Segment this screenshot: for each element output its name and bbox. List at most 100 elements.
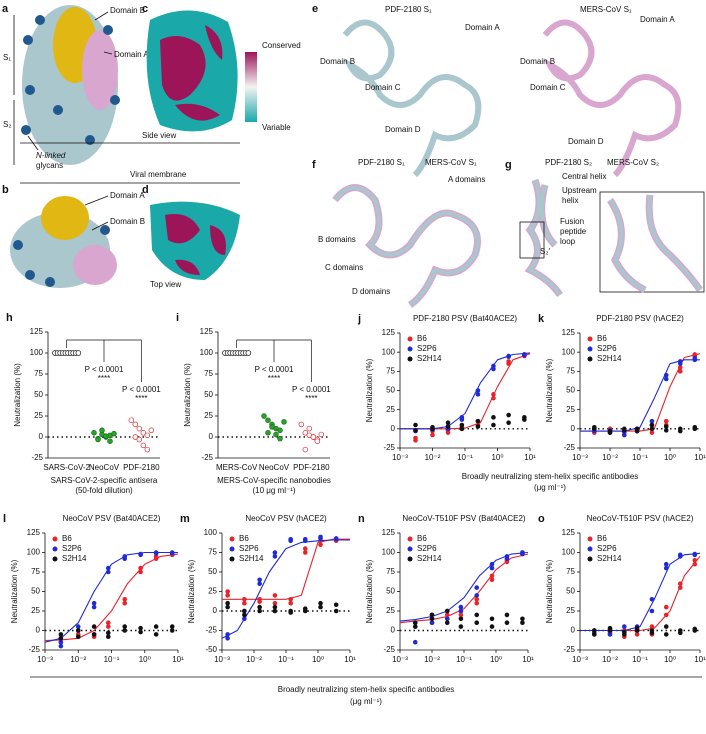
legend-label: B6 (62, 534, 72, 543)
data-point (663, 612, 669, 618)
panel-letter: h (6, 312, 13, 324)
y-tick-label: 0 (391, 626, 396, 635)
ribbon (526, 179, 562, 297)
x-tick-label: 10⁻¹ (632, 453, 648, 462)
legend-marker (587, 556, 593, 562)
data-point (288, 597, 293, 602)
x-tick-label: 10⁻² (602, 655, 618, 664)
label: Top view (150, 280, 181, 289)
x-tick-label: NeoCoV (89, 463, 120, 472)
y-tick-label: 25 (204, 411, 213, 420)
label: Upstream (562, 186, 597, 195)
data-point (522, 417, 527, 422)
data-point (257, 581, 262, 586)
data-point (318, 534, 323, 540)
x-axis-label: (10 μg ml⁻¹) (252, 486, 295, 495)
data-point (225, 600, 230, 606)
x-tick-label: 10⁻¹ (456, 655, 472, 664)
data-point (302, 538, 308, 544)
shared-x-label: (μg ml⁻¹) (534, 483, 566, 492)
panel-letter: c (142, 3, 148, 15)
data-point (520, 616, 525, 622)
ribbon (342, 19, 482, 178)
legend-label: S2P6 (239, 544, 259, 553)
data-point (458, 604, 464, 610)
fit-curve (580, 552, 701, 632)
arrow (91, 221, 109, 231)
data-point (663, 376, 669, 382)
legend-marker (587, 536, 593, 542)
data-point (144, 432, 151, 439)
data-point (663, 418, 669, 424)
data-point (649, 608, 655, 614)
data-point (302, 546, 308, 551)
panel-letter: e (312, 3, 318, 15)
x-tick-label: 10⁻¹ (457, 453, 473, 462)
data-point (592, 632, 597, 637)
x-tick-label: 10⁻¹ (632, 655, 648, 664)
data-point (413, 438, 418, 443)
data-point (58, 632, 64, 637)
y-tick-label: 25 (566, 405, 575, 414)
data-point (491, 415, 496, 420)
label: N-linked (36, 151, 66, 160)
fit-curve (221, 539, 350, 639)
data-point (265, 430, 271, 436)
legend-label: S2H14 (62, 554, 87, 563)
data-point (677, 365, 683, 370)
x-tick-label: 10¹ (694, 453, 706, 462)
legend-marker (587, 336, 593, 342)
data-point (169, 624, 175, 629)
data-point (489, 561, 495, 567)
label: Domain B (110, 217, 145, 226)
data-point (458, 612, 464, 618)
x-tick-label: 10¹ (344, 655, 356, 664)
data-point (302, 430, 309, 436)
data-point (138, 552, 143, 558)
y-tick-label: -25 (31, 453, 43, 462)
data-point (122, 624, 128, 629)
data-point (663, 604, 669, 610)
y-tick-label: 75 (386, 366, 395, 375)
y-tick-label: 100 (562, 548, 576, 557)
y-tick-label: 125 (27, 528, 41, 537)
data-point (622, 632, 627, 637)
y-axis-label: Neutralization (%) (365, 559, 374, 623)
data-point (261, 413, 267, 419)
x-tick-label: 10⁻² (70, 655, 86, 664)
y-tick-label: -25 (383, 645, 395, 654)
chart-title: PDF-2180 PSV (hACE2) (596, 314, 684, 323)
y-tick-label: 75 (204, 369, 213, 378)
data-point (677, 552, 683, 558)
x-tick-label: 10⁰ (139, 655, 151, 664)
y-tick-label: 125 (30, 327, 44, 336)
data-point (430, 432, 435, 438)
label: A domains (448, 175, 485, 184)
data-point (692, 552, 698, 558)
molecule (73, 245, 117, 285)
data-point (412, 624, 418, 629)
data-point (413, 428, 418, 433)
panel-letter: k (538, 313, 545, 325)
surface (165, 214, 226, 275)
data-point (445, 420, 451, 426)
annotation: P < 0.0001 (255, 365, 294, 374)
y-tick-label: -25 (563, 645, 575, 654)
panel-letter: l (3, 513, 6, 525)
chart-n: n NeoCoV-T510F PSV (Bat40ACE2) Neutralizat… (358, 513, 534, 664)
data-point (75, 628, 81, 633)
annotation: **** (135, 394, 147, 403)
data-point (148, 427, 155, 434)
data-point (459, 422, 465, 428)
label: peptide (560, 227, 587, 236)
label: D domains (352, 287, 390, 296)
annotation: **** (98, 374, 110, 383)
data-point (504, 620, 510, 625)
label: Fusion (560, 217, 584, 226)
data-point (140, 442, 147, 449)
data-point (273, 431, 279, 438)
data-point (318, 542, 323, 547)
panel-letter: f (312, 159, 316, 171)
legend-marker (407, 536, 413, 542)
